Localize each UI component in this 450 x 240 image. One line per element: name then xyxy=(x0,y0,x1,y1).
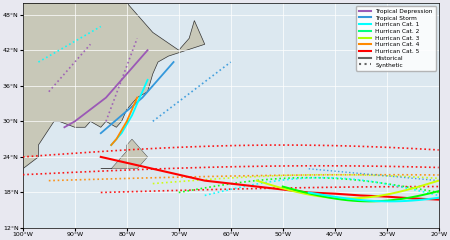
Polygon shape xyxy=(23,3,205,228)
Legend: Tropical Depression, Tropical Storm, Hurrican Cat. 1, Hurrican Cat. 2, Hurrican : Tropical Depression, Tropical Storm, Hur… xyxy=(356,6,436,71)
Polygon shape xyxy=(101,139,148,169)
